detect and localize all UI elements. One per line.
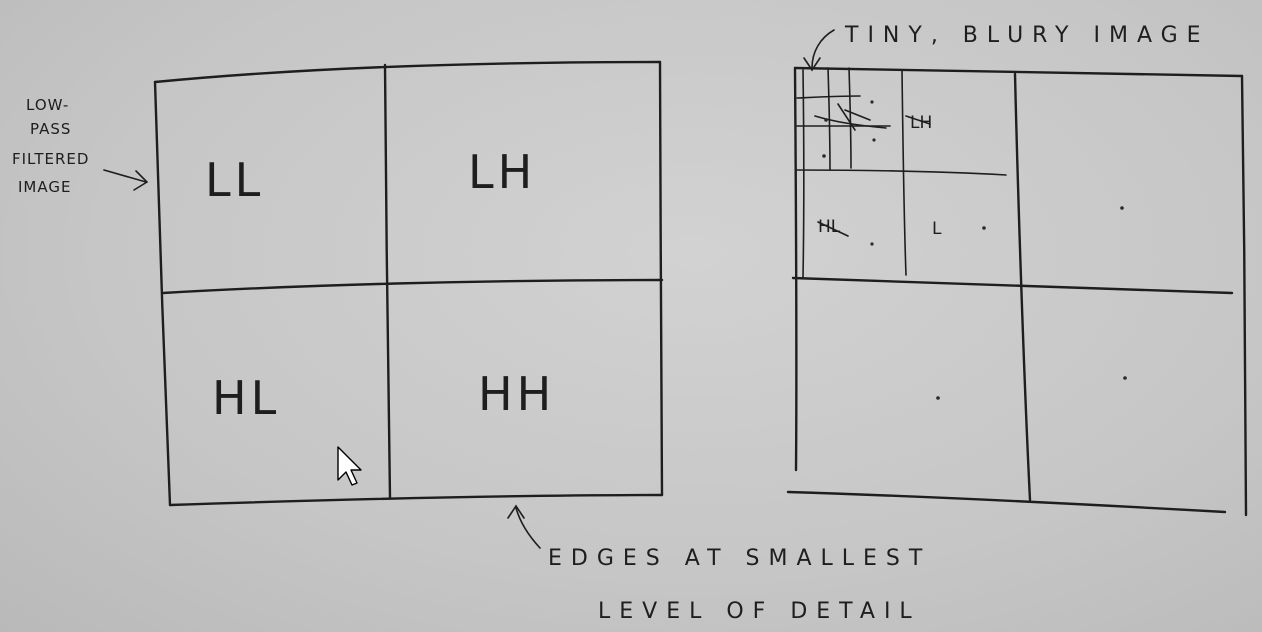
nested-left-edge (802, 69, 805, 279)
quadrant-hh-label: HH (478, 367, 555, 421)
right-right-border (1240, 74, 1248, 517)
tiny-image-arrow-shaft (811, 29, 835, 69)
dot-marker (936, 396, 940, 400)
tiny-scribble-2 (837, 103, 871, 131)
dot-marker (824, 118, 828, 122)
tiny-image-label: TINY, BLURY IMAGE (844, 23, 1210, 48)
dot-marker (822, 154, 826, 158)
edges-arrow-head (507, 504, 525, 519)
left-wavelet-diagram: LL LH HL HH (153, 60, 664, 507)
left-left-border (153, 80, 172, 507)
right-top-border (793, 66, 1244, 78)
dot-marker (982, 226, 986, 230)
left-bottom-border (168, 493, 664, 507)
left-vertical-divider (383, 63, 392, 500)
tiny-vertical-2 (848, 67, 852, 169)
lh-strike (905, 115, 931, 125)
mouse-cursor-icon (337, 446, 362, 486)
note-arrow-shaft (103, 169, 147, 183)
tiny-horizontal-1 (796, 95, 861, 99)
edges-arrow-shaft (515, 507, 541, 549)
note-line-4: IMAGE (18, 178, 71, 196)
quadrant-lh-label: LH (468, 145, 536, 199)
edges-annotation: EDGES AT SMALLEST LEVEL OF DETAIL (507, 504, 931, 624)
note-line-1: LOW- (26, 96, 69, 114)
left-right-border (658, 60, 664, 497)
dot-marker (870, 100, 874, 104)
right-left-border (793, 66, 798, 472)
low-pass-note: LOW- PASS FILTERED IMAGE (12, 96, 149, 196)
quadrant-hl-label: HL (212, 371, 280, 425)
left-horizontal-divider (161, 278, 664, 295)
nested-lh-label: LH (910, 113, 932, 133)
note-arrow-head (133, 170, 149, 191)
nested-hh-label: L (932, 219, 942, 239)
left-top-border (153, 60, 662, 84)
dot-marker (872, 138, 876, 142)
tiny-image-annotation: TINY, BLURY IMAGE (803, 23, 1210, 72)
note-line-3: FILTERED (12, 150, 89, 168)
quadrant-ll-label: LL (205, 153, 264, 207)
note-line-2: PASS (30, 120, 71, 138)
dot-marker (870, 242, 874, 246)
right-horizontal-divider (791, 276, 1234, 295)
tiny-scribble (814, 115, 887, 129)
right-wavelet-diagram: LH HL L (786, 66, 1248, 517)
nested-horizontal-divider (796, 169, 1007, 176)
nested-vertical-divider (901, 69, 907, 276)
edges-line-2: LEVEL OF DETAIL (598, 599, 921, 624)
right-vertical-divider (1013, 72, 1032, 502)
right-bottom-border (786, 490, 1227, 514)
hl-strike (817, 221, 849, 237)
tiny-image-arrow-head (803, 57, 821, 72)
edges-line-1: EDGES AT SMALLEST (548, 546, 931, 571)
dot-marker (1123, 376, 1127, 380)
dot-marker (1120, 206, 1124, 210)
